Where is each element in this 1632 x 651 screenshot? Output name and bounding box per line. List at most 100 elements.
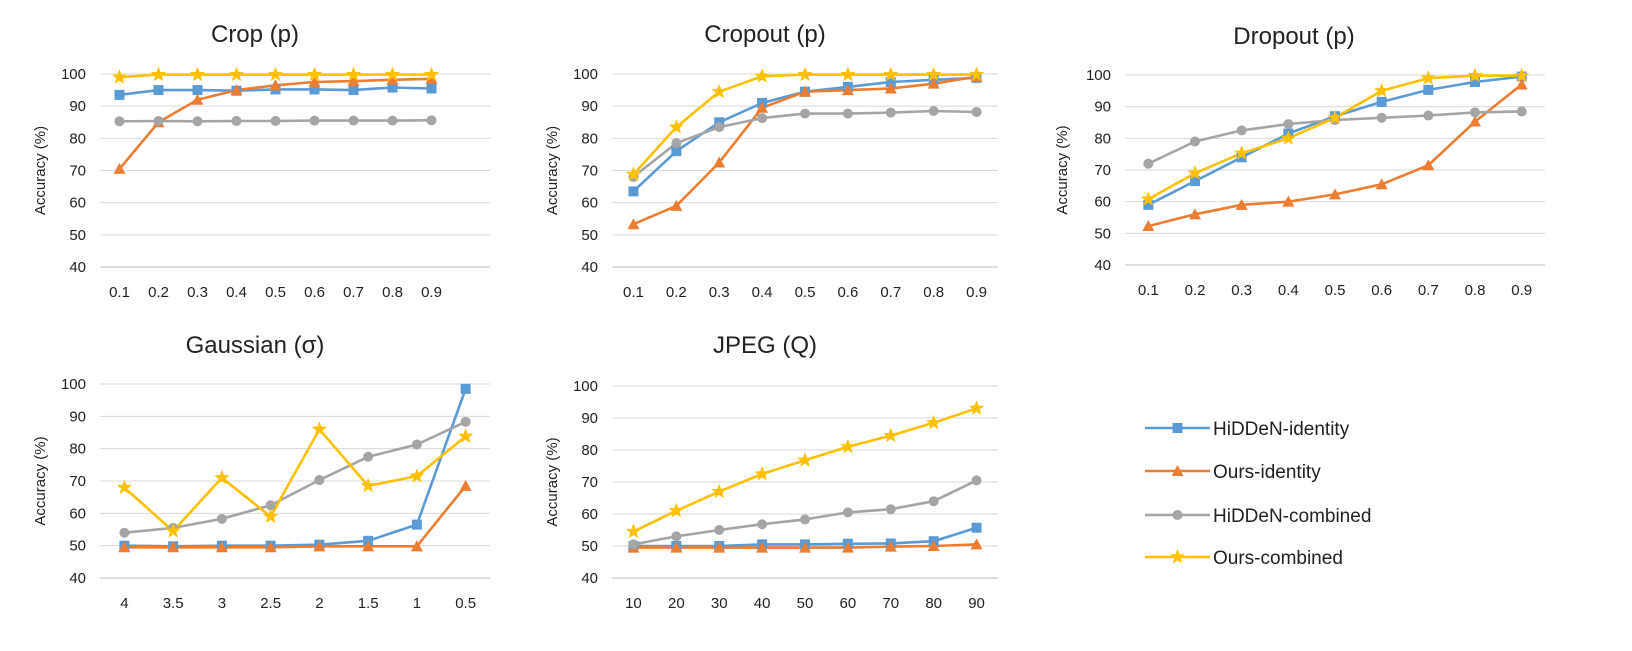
- x-tick-label: 2.5: [260, 595, 281, 612]
- y-tick-label: 60: [69, 195, 86, 212]
- x-tick-label: 40: [754, 595, 771, 612]
- data-point-ours-combined: [1420, 70, 1436, 85]
- x-tick-label: 0.6: [1371, 282, 1392, 299]
- data-point-ours-combined: [1327, 109, 1343, 125]
- x-tick-label: 90: [968, 595, 985, 612]
- x-tick-label: 70: [882, 595, 899, 612]
- series-line-hidden-identity: [1147, 75, 1522, 206]
- data-point-ours-identity: [1375, 178, 1388, 190]
- data-point-ours-identity: [1189, 208, 1201, 220]
- data-point-ours-combined: [1280, 130, 1296, 145]
- data-point-hidden-combined: [714, 525, 725, 535]
- series-line-ours-identity: [124, 485, 467, 549]
- y-tick-label: 80: [69, 441, 86, 458]
- data-point-hidden-identity: [348, 85, 359, 96]
- y-tick-label: 100: [573, 378, 598, 395]
- x-tick-label: 1: [413, 595, 421, 612]
- x-tick-label: 20: [668, 595, 685, 612]
- data-point-hidden-combined: [119, 527, 130, 538]
- data-point-ours-combined: [165, 523, 181, 538]
- data-point-ours-combined: [840, 66, 856, 82]
- data-point-ours-combined: [754, 68, 770, 83]
- y-tick-label: 40: [581, 259, 598, 276]
- data-point-hidden-combined: [971, 475, 982, 486]
- data-point-hidden-combined: [885, 504, 896, 515]
- x-tick-label: 0.3: [1231, 282, 1252, 299]
- y-tick-label: 60: [581, 195, 598, 212]
- y-tick-label: 80: [69, 130, 86, 147]
- y-axis-label: Accuracy (%): [32, 436, 49, 525]
- x-tick-label: 0.5: [265, 284, 286, 301]
- data-point-ours-combined: [668, 119, 684, 134]
- x-tick-label: 0.1: [1138, 282, 1159, 299]
- y-tick-label: 50: [69, 538, 86, 555]
- data-point-hidden-combined: [800, 514, 810, 525]
- legend: HiDDeN-identity Ours-identity HiDDeN-combi…: [1145, 419, 1371, 569]
- series-line-ours-combined: [632, 407, 978, 533]
- x-tick-label: 80: [925, 595, 942, 612]
- data-point-hidden-combined: [885, 107, 896, 118]
- data-point-hidden-combined: [426, 115, 437, 126]
- data-point-hidden-combined: [1236, 125, 1247, 136]
- data-point-hidden-combined: [928, 496, 939, 507]
- data-point-ours-combined: [926, 414, 942, 430]
- data-point-ours-combined: [458, 428, 474, 443]
- data-point-hidden-combined: [842, 507, 853, 518]
- x-tick-label: 0.4: [752, 284, 773, 301]
- data-point-ours-identity: [118, 541, 131, 553]
- data-point-ours-identity: [884, 82, 897, 94]
- y-axis-label: Accuracy (%): [1054, 125, 1071, 214]
- data-point-ours-identity: [308, 76, 321, 88]
- data-point-hidden-combined: [628, 539, 639, 550]
- y-tick-label: 90: [69, 408, 86, 425]
- data-point-hidden-identity: [411, 519, 422, 530]
- data-point-ours-identity: [113, 162, 126, 174]
- data-point-ours-combined: [1514, 67, 1530, 83]
- data-point-ours-identity: [627, 218, 640, 230]
- data-point-ours-combined: [1234, 145, 1250, 160]
- data-point-ours-identity: [713, 541, 726, 553]
- x-tick-label: 3.5: [163, 595, 184, 612]
- legend-marker: [1172, 423, 1183, 433]
- data-point-ours-combined: [711, 83, 727, 99]
- x-tick-label: 30: [711, 595, 728, 612]
- data-point-ours-combined: [267, 66, 284, 82]
- x-tick-label: 0.3: [187, 284, 208, 301]
- data-point-hidden-combined: [309, 115, 320, 126]
- data-point-hidden-combined: [928, 105, 939, 116]
- legend-marker: [1171, 465, 1184, 476]
- legend-item-ours-identity: Ours-identity: [1145, 462, 1321, 483]
- x-tick-label: 0.4: [1278, 282, 1299, 299]
- data-point-ours-combined: [968, 400, 985, 415]
- y-tick-label: 100: [61, 66, 86, 83]
- data-point-hidden-identity: [192, 85, 203, 96]
- chart-panel-4: Gaussian (σ) Accuracy (%) 40 50 60 70 80 90 100 4…: [32, 332, 490, 612]
- data-point-hidden-combined: [363, 451, 374, 462]
- x-tick-label: 1.5: [358, 595, 379, 612]
- y-tick-label: 90: [581, 98, 598, 115]
- data-point-ours-identity: [459, 479, 472, 491]
- data-point-ours-combined: [306, 66, 323, 82]
- y-tick-label: 70: [1094, 162, 1111, 179]
- y-tick-label: 70: [69, 163, 86, 180]
- data-point-hidden-combined: [714, 122, 725, 133]
- data-point-hidden-identity: [309, 84, 320, 95]
- chart-panel-3: Dropout (p) Accuracy (%) 40 50 60 70 80 90 100 0.…: [1054, 23, 1545, 299]
- data-point-ours-identity: [347, 75, 360, 87]
- data-point-hidden-combined: [270, 115, 281, 126]
- x-tick-label: 0.7: [880, 284, 901, 301]
- chart-title: JPEG (Q): [713, 332, 817, 359]
- data-point-hidden-combined: [460, 416, 471, 427]
- data-point-ours-combined: [797, 66, 813, 82]
- data-point-ours-combined: [384, 66, 401, 82]
- x-tick-label: 0.5: [1325, 282, 1346, 299]
- data-point-ours-combined: [1140, 191, 1156, 206]
- x-tick-label: 50: [797, 595, 814, 612]
- data-point-hidden-identity: [671, 146, 682, 157]
- chart-title: Dropout (p): [1233, 23, 1354, 50]
- data-point-hidden-combined: [671, 531, 682, 542]
- data-point-hidden-combined: [842, 108, 853, 119]
- x-tick-label: 0.3: [709, 284, 730, 301]
- x-tick-label: 0.7: [1418, 282, 1439, 299]
- x-tick-label: 0.4: [226, 284, 247, 301]
